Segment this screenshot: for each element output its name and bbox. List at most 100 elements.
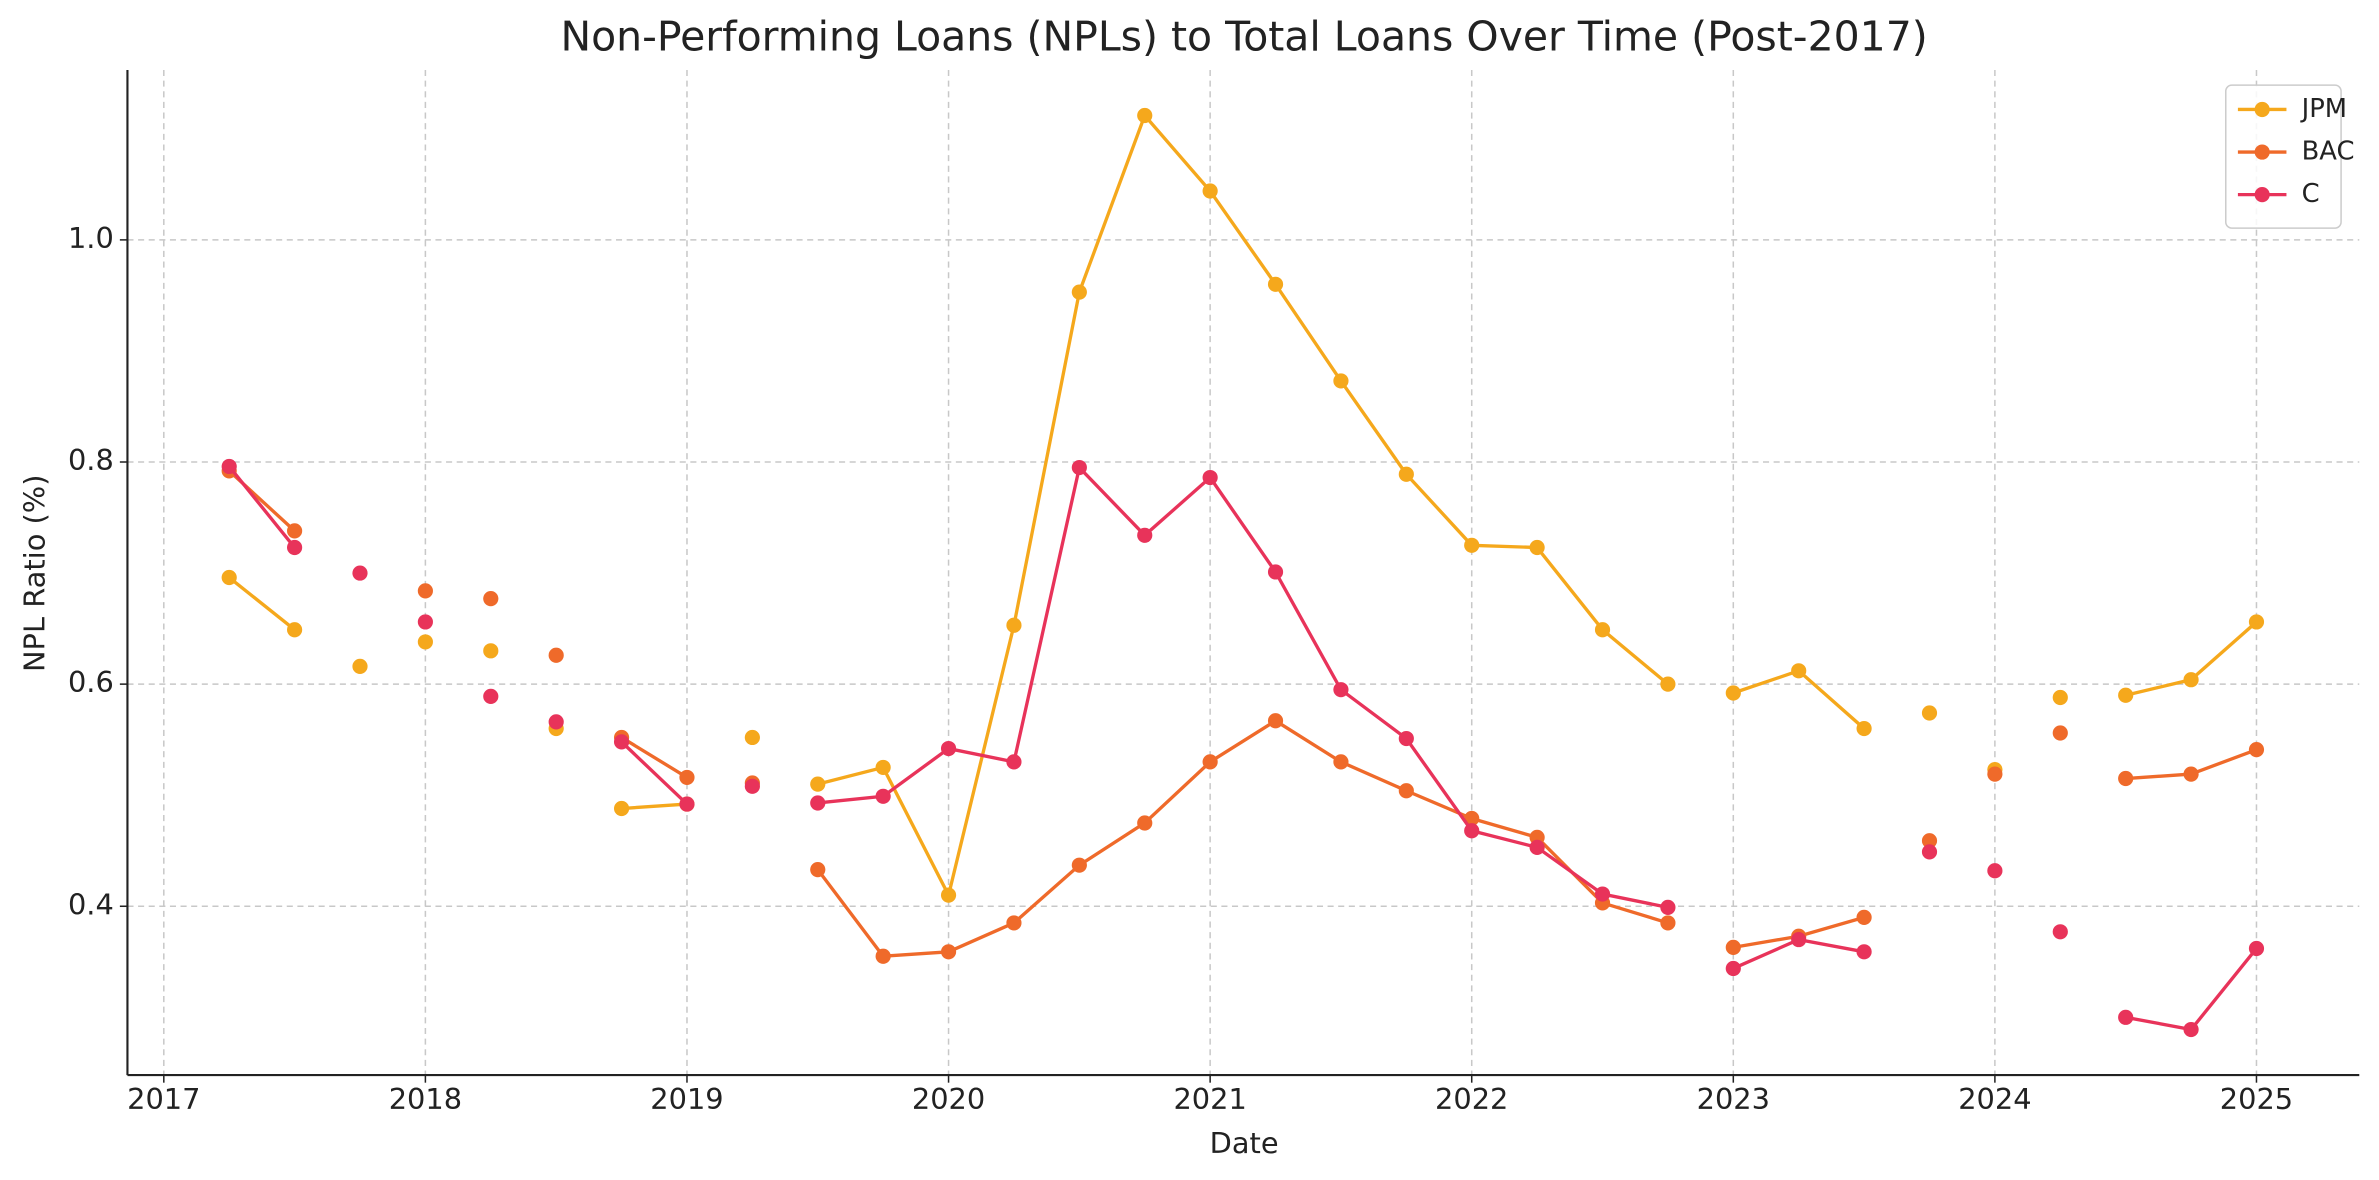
point [1464, 810, 1480, 827]
point [1987, 863, 2003, 879]
point [1921, 833, 1938, 849]
point [2118, 687, 2134, 703]
legend-box [2225, 84, 2342, 229]
y-tick-label: 0.6 [68, 665, 114, 699]
point [1725, 939, 1741, 955]
point [1333, 373, 1349, 389]
point [1660, 676, 1676, 692]
point [548, 647, 564, 663]
point [1791, 663, 1807, 679]
point [1398, 783, 1414, 799]
point [1660, 915, 1676, 931]
point [287, 523, 303, 539]
x-tick-label: 2020 [912, 1082, 985, 1116]
point [940, 887, 957, 903]
point [1267, 276, 1284, 292]
point [2248, 742, 2265, 758]
point [1725, 685, 1741, 701]
point [875, 759, 891, 776]
legend-label: JPM [2300, 94, 2347, 124]
point [2052, 725, 2068, 741]
point [744, 778, 760, 794]
point [1856, 909, 1872, 925]
point [2248, 940, 2265, 957]
point [1006, 915, 1022, 931]
point [1594, 886, 1611, 902]
point [548, 714, 564, 730]
x-tick-label: 2017 [127, 1082, 200, 1116]
point [287, 539, 303, 556]
point [1529, 839, 1545, 855]
point [1594, 622, 1611, 638]
point [2183, 1021, 2199, 1038]
point [352, 565, 368, 581]
legend-label: BAC [2302, 137, 2355, 167]
point [483, 688, 499, 704]
legend-label: C [2302, 179, 2320, 209]
point [1398, 466, 1414, 482]
series-line [227, 464, 2258, 1032]
point [1464, 823, 1480, 839]
point [2052, 689, 2068, 706]
point [1071, 459, 1087, 476]
x-tick-label: 2021 [1173, 1082, 1246, 1116]
point [1137, 527, 1153, 543]
x-tick-label: 2019 [650, 1082, 723, 1116]
point [1202, 754, 1218, 770]
point [2248, 614, 2265, 630]
point [417, 634, 433, 650]
point [1398, 730, 1414, 747]
x-axis-label: Date [1210, 1126, 1279, 1160]
point [1333, 682, 1349, 698]
point [483, 643, 499, 659]
legend-marker [2254, 144, 2270, 160]
chart-title: Non-Performing Loans (NPLs) to Total Loa… [560, 13, 1927, 61]
legend: JPM BAC C [2225, 84, 2355, 229]
point [417, 583, 433, 599]
point [875, 788, 891, 804]
point [1856, 720, 1872, 737]
x-tick-label: 2018 [389, 1082, 462, 1116]
x-tick-label: 2023 [1697, 1082, 1770, 1116]
point [352, 658, 368, 674]
point [2052, 924, 2068, 940]
point [810, 776, 826, 792]
x-tick-label: 2022 [1435, 1082, 1508, 1116]
y-axis-label: NPL Ratio (%) [17, 474, 51, 672]
point [1202, 469, 1218, 486]
series-line [228, 112, 2258, 900]
point [1333, 754, 1349, 770]
point [1464, 537, 1480, 553]
point [2118, 1009, 2134, 1025]
point [810, 795, 826, 811]
point [940, 740, 957, 757]
y-tick-label: 0.4 [68, 887, 114, 921]
point [1137, 815, 1153, 831]
point [875, 948, 891, 964]
point [483, 591, 499, 607]
point [810, 862, 826, 878]
x-tick-label: 2025 [2220, 1082, 2293, 1116]
point [1791, 931, 1807, 948]
point [1006, 754, 1022, 770]
point [2118, 770, 2134, 787]
y-tick-label: 1.0 [68, 221, 114, 255]
point [744, 729, 760, 746]
point [1987, 766, 2003, 782]
point [613, 734, 630, 750]
y-tick-label: 0.8 [68, 443, 114, 477]
point [1921, 844, 1938, 860]
point [417, 614, 433, 630]
point [1660, 899, 1676, 915]
point [1921, 705, 1938, 721]
point [1071, 284, 1087, 300]
point [679, 769, 695, 786]
legend-marker [2254, 187, 2270, 203]
point [1529, 539, 1545, 556]
point [940, 944, 957, 960]
point [1071, 857, 1087, 873]
point [1137, 107, 1153, 124]
legend-marker [2254, 101, 2270, 118]
